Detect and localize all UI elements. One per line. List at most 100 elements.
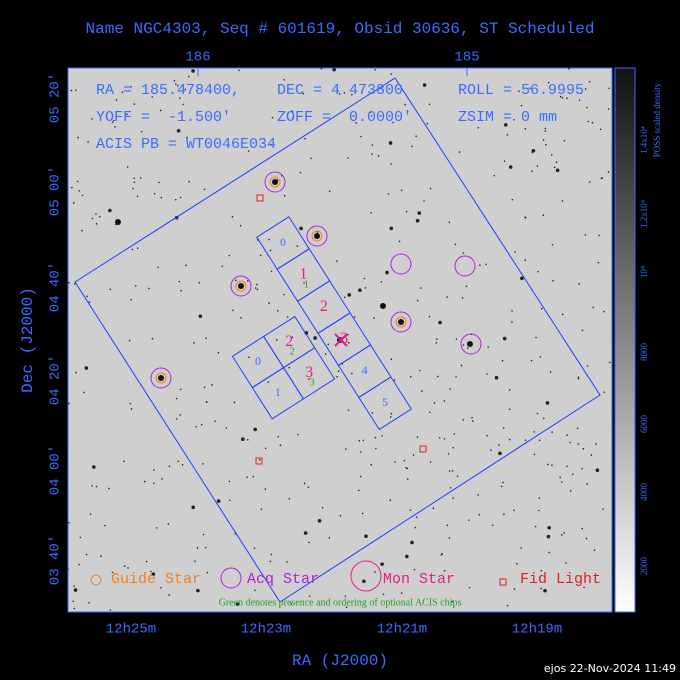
bg-star — [603, 310, 605, 313]
bg-star — [582, 447, 585, 450]
bg-star — [345, 448, 347, 450]
bg-star — [347, 157, 349, 159]
bg-star — [487, 346, 489, 348]
bg-star — [191, 69, 195, 73]
bg-star — [241, 437, 245, 441]
bg-star — [130, 85, 132, 88]
chip-label: 1 — [299, 266, 307, 283]
bg-star — [443, 438, 446, 440]
tick-label: 12h21m — [377, 622, 427, 638]
bg-star — [87, 141, 89, 143]
bg-star — [390, 73, 393, 75]
bg-star — [174, 198, 177, 201]
bg-star — [506, 604, 509, 607]
bg-star — [360, 135, 362, 138]
bg-star — [542, 139, 545, 141]
bg-star — [490, 449, 492, 451]
bg-star — [253, 547, 256, 549]
bright-star — [467, 341, 473, 347]
bg-star — [196, 547, 199, 549]
optional-label: 2 — [290, 346, 295, 357]
bg-star — [369, 111, 372, 114]
bg-star — [204, 546, 207, 549]
bg-star — [429, 461, 432, 463]
bg-star — [115, 99, 118, 101]
bg-star — [385, 270, 389, 275]
bg-star — [143, 480, 146, 483]
bg-star — [78, 190, 80, 192]
chip-label: 2 — [320, 298, 328, 315]
guide-stars — [155, 176, 407, 384]
bg-star — [438, 436, 441, 439]
bg-star — [364, 287, 367, 289]
bg-star — [569, 441, 572, 444]
legend-label: Mon Star — [383, 571, 455, 588]
bg-star — [566, 434, 568, 436]
bg-star — [566, 97, 568, 99]
bg-star — [561, 97, 564, 99]
bg-star — [358, 288, 362, 293]
bg-star — [559, 476, 561, 479]
bg-star — [608, 361, 611, 364]
bg-star — [544, 130, 547, 132]
bg-star — [168, 594, 170, 596]
bg-star — [79, 536, 82, 539]
bg-star — [493, 174, 496, 177]
bg-star — [308, 595, 311, 597]
bg-star — [92, 465, 96, 469]
bg-star — [513, 509, 515, 512]
bg-star — [161, 478, 163, 480]
bg-star — [81, 194, 84, 197]
chip-label: 3 — [305, 364, 313, 381]
bg-star — [539, 356, 542, 358]
bg-star — [177, 84, 179, 87]
bg-star — [390, 412, 393, 415]
colorbar-label: POSS scaled density — [652, 82, 662, 157]
bg-star — [520, 276, 524, 281]
bg-star — [584, 88, 587, 90]
bg-star — [370, 463, 373, 466]
bg-star — [405, 554, 409, 559]
bg-star — [217, 351, 220, 354]
bg-star — [485, 263, 487, 266]
bg-star — [128, 339, 131, 342]
bg-star — [559, 95, 562, 98]
bg-star — [374, 571, 376, 573]
bg-star — [151, 337, 154, 340]
bg-star — [593, 549, 596, 552]
bg-star — [602, 508, 604, 510]
bg-star — [336, 260, 338, 262]
colorbar-tick-label: 6000 — [639, 415, 649, 434]
bg-star — [462, 252, 465, 254]
bg-star — [200, 423, 203, 426]
bg-star — [231, 215, 234, 218]
chip-label: 2 — [285, 333, 293, 350]
bg-star — [584, 234, 587, 236]
bg-star — [109, 609, 112, 611]
bg-star — [555, 168, 560, 173]
bg-star — [389, 499, 392, 502]
bg-star — [225, 110, 228, 113]
bg-star — [133, 103, 136, 105]
bg-star — [202, 463, 204, 465]
bg-star — [599, 128, 602, 131]
bg-star — [198, 314, 203, 319]
bg-star — [520, 547, 522, 549]
bg-star — [524, 259, 527, 262]
bg-star — [216, 499, 221, 503]
bg-star — [592, 306, 595, 309]
bg-star — [449, 486, 452, 489]
bg-star — [68, 521, 70, 524]
chip-label: 0 — [280, 235, 286, 249]
info-box: RA = 185.478400, DEC = 4.473800 ROLL = 5… — [96, 82, 584, 153]
bg-star — [381, 435, 383, 437]
bg-star — [451, 600, 454, 603]
bg-star — [455, 376, 457, 378]
bg-star — [114, 125, 116, 128]
bg-star — [160, 196, 163, 199]
bg-star — [581, 527, 584, 530]
bg-star — [524, 439, 527, 441]
colorbar-tick-label: 10⁴ — [639, 266, 649, 278]
bg-star — [561, 200, 564, 202]
